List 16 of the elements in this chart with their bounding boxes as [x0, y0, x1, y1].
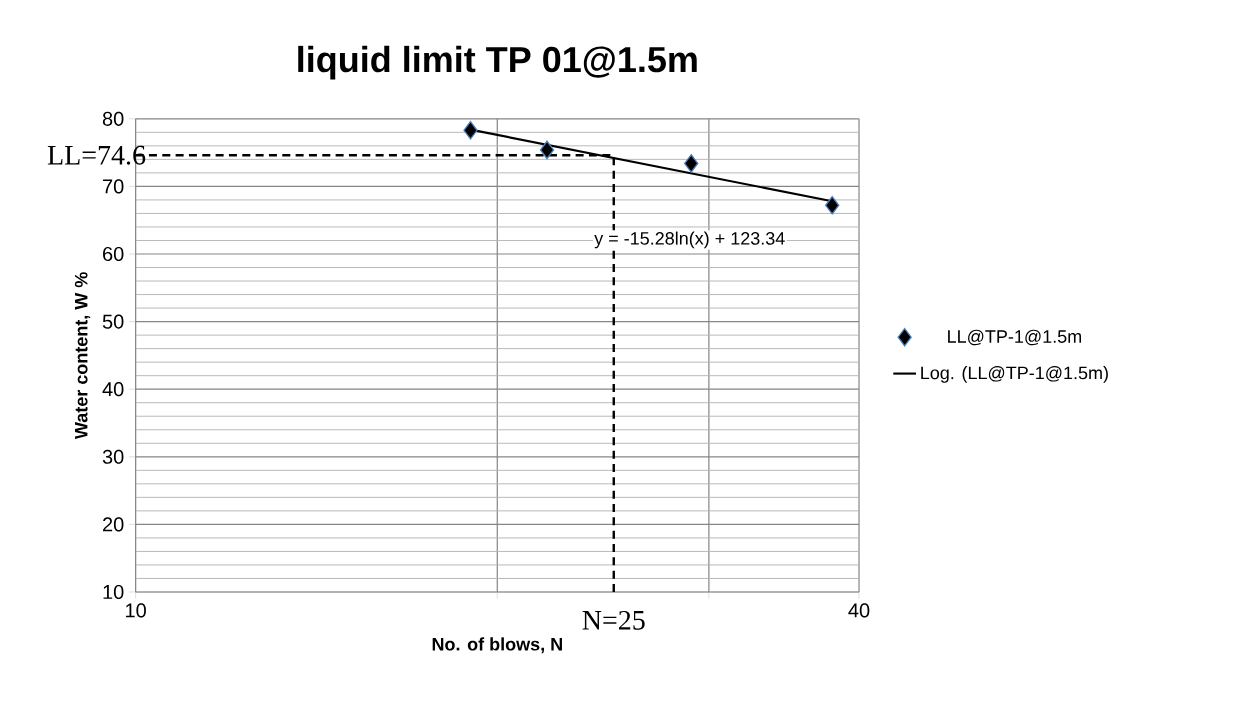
- y-axis-title: Water content, W %: [74, 272, 91, 440]
- ref-line-label: N=25: [582, 610, 645, 630]
- y-tick-label: 60: [103, 246, 124, 262]
- legend-label: LL@TP-1@1.5m: [948, 329, 1081, 346]
- y-tick-label: 10: [103, 584, 124, 600]
- y-tick-label: 80: [102, 111, 124, 126]
- legend-label: Log. (LL@TP-1@1.5m): [921, 366, 1108, 383]
- y-tick-label: 70: [103, 179, 124, 194]
- y-tick-label: 40: [102, 382, 124, 397]
- chart-title: liquid limit TP 01@1.5m: [298, 45, 697, 80]
- y-tick-label: 50: [102, 314, 124, 329]
- ref-line-label: LL=74.6: [47, 145, 146, 165]
- annotation: y = -15.28ln(x) + 123.34: [594, 231, 785, 249]
- y-tick-label: 30: [102, 449, 124, 464]
- y-tick-label: 20: [103, 517, 124, 532]
- x-axis-title: No. of blows, N: [432, 637, 562, 654]
